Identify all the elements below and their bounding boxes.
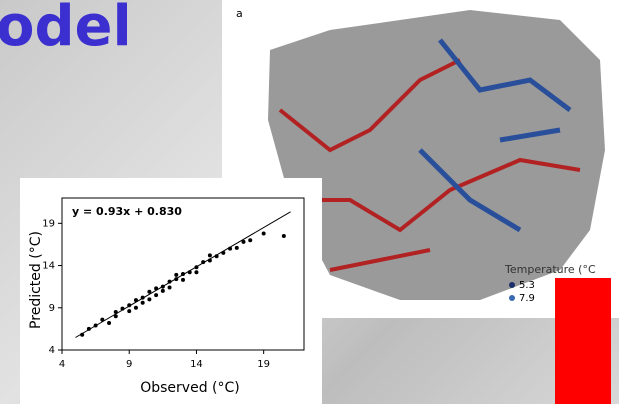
point bbox=[262, 231, 266, 235]
point bbox=[141, 301, 145, 305]
point bbox=[181, 278, 185, 282]
map-label: a bbox=[236, 7, 243, 20]
x-axis-label: Observed (°C) bbox=[140, 380, 240, 396]
point bbox=[154, 293, 158, 297]
legend-item: 5.3 bbox=[519, 280, 535, 291]
point bbox=[127, 309, 131, 313]
x-tick-label: 9 bbox=[126, 359, 132, 370]
x-tick-label: 14 bbox=[190, 359, 203, 370]
x-tick-label: 4 bbox=[59, 359, 65, 370]
y-axis-label: Predicted (°C) bbox=[28, 231, 44, 329]
point bbox=[194, 270, 198, 274]
annotation: y = 0.93x + 0.830 bbox=[72, 205, 182, 218]
legend-title: Temperature (°C bbox=[504, 263, 596, 276]
page: odel a Temperature (°C 5.3 7.9 y = 0.93x… bbox=[0, 0, 619, 404]
point bbox=[134, 306, 138, 310]
legend-dot bbox=[509, 282, 515, 288]
red-block bbox=[555, 278, 611, 404]
x-tick-label: 19 bbox=[257, 359, 270, 370]
point bbox=[147, 297, 151, 301]
legend-dot bbox=[509, 295, 515, 301]
legend-item: 7.9 bbox=[519, 293, 535, 304]
point bbox=[208, 253, 212, 257]
point bbox=[107, 321, 111, 325]
y-tick-label: 14 bbox=[42, 261, 55, 272]
point bbox=[248, 238, 252, 242]
y-tick-label: 4 bbox=[49, 345, 55, 356]
point bbox=[168, 286, 172, 290]
point bbox=[174, 273, 178, 277]
point bbox=[161, 289, 165, 293]
point bbox=[282, 234, 286, 238]
slide: a Temperature (°C 5.3 7.9 y = 0.93x + 0.… bbox=[0, 0, 619, 404]
point bbox=[235, 246, 239, 250]
y-tick-label: 19 bbox=[42, 218, 55, 229]
y-tick-label: 9 bbox=[49, 303, 55, 314]
